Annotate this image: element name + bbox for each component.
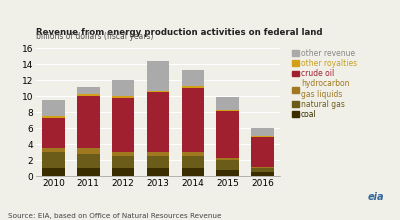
- Bar: [251, 172, 274, 176]
- Bar: [182, 70, 204, 86]
- Bar: [182, 86, 204, 88]
- Bar: [112, 156, 134, 168]
- Bar: [251, 128, 274, 136]
- Bar: [251, 136, 274, 137]
- Bar: [182, 88, 204, 152]
- Bar: [216, 170, 239, 176]
- Bar: [77, 96, 100, 148]
- Bar: [112, 168, 134, 176]
- Bar: [147, 152, 169, 156]
- Bar: [77, 168, 100, 176]
- Bar: [251, 137, 274, 167]
- Bar: [147, 156, 169, 168]
- Legend: other revenue, other royalties, crude oil, hydrocarbon
gas liquids, natural gas,: other revenue, other royalties, crude oi…: [289, 46, 360, 122]
- Text: billions of dollars (fiscal years): billions of dollars (fiscal years): [36, 32, 154, 41]
- Bar: [112, 80, 134, 96]
- Bar: [216, 110, 239, 111]
- Bar: [182, 156, 204, 168]
- Bar: [112, 96, 134, 98]
- Bar: [42, 152, 65, 168]
- Bar: [147, 168, 169, 176]
- Bar: [251, 167, 274, 168]
- Bar: [147, 91, 169, 92]
- Text: Revenue from energy production activities on federal land: Revenue from energy production activitie…: [36, 28, 322, 37]
- Text: eia: eia: [367, 192, 384, 202]
- Bar: [77, 94, 100, 96]
- Bar: [112, 152, 134, 156]
- Bar: [42, 100, 65, 116]
- Bar: [112, 98, 134, 152]
- Bar: [182, 152, 204, 156]
- Bar: [77, 148, 100, 154]
- Bar: [147, 61, 169, 91]
- Bar: [77, 154, 100, 168]
- Text: Source: EIA, based on Office of Natural Resources Revenue: Source: EIA, based on Office of Natural …: [8, 213, 222, 219]
- Bar: [42, 118, 65, 148]
- Bar: [182, 168, 204, 176]
- Bar: [216, 160, 239, 170]
- Bar: [42, 116, 65, 118]
- Bar: [251, 168, 274, 172]
- Bar: [42, 148, 65, 152]
- Bar: [147, 92, 169, 152]
- Bar: [216, 97, 239, 110]
- Bar: [77, 88, 100, 94]
- Bar: [42, 168, 65, 176]
- Bar: [216, 111, 239, 158]
- Bar: [216, 158, 239, 160]
